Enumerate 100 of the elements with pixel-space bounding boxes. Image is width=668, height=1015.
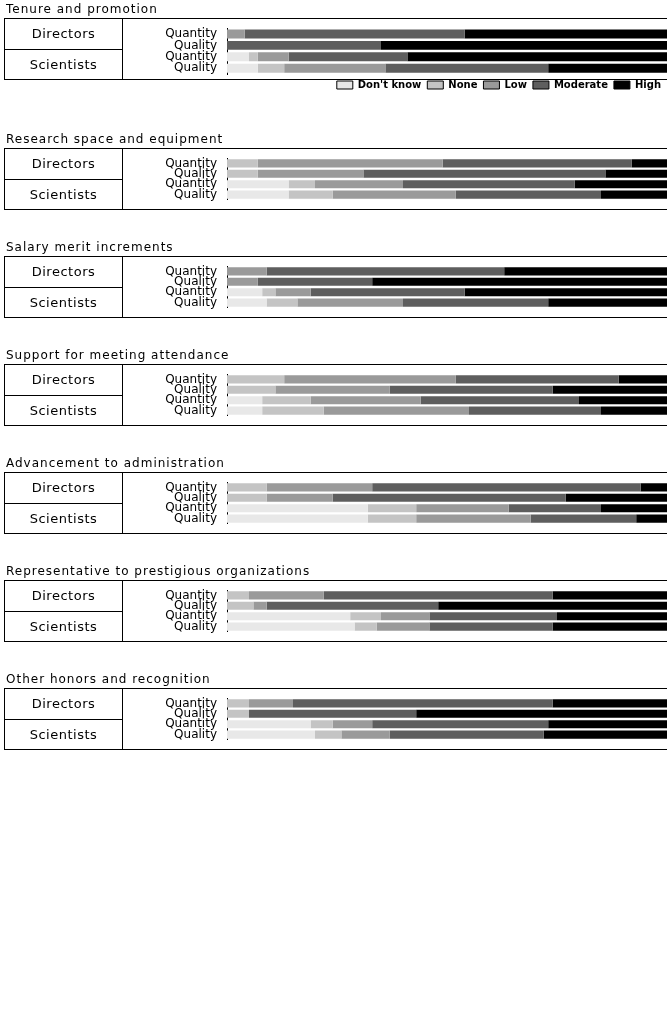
bar [227, 730, 315, 739]
bar [455, 190, 601, 199]
bar [262, 288, 276, 297]
bar [363, 169, 606, 178]
text: Directors [5, 473, 122, 504]
bar [284, 63, 386, 73]
bar [389, 730, 544, 739]
bar [416, 504, 509, 513]
bar [455, 375, 619, 384]
y-tick-label: Quality [174, 60, 217, 75]
bar [552, 622, 667, 631]
text: Scientists [28, 293, 99, 312]
bar [266, 493, 333, 502]
bar [552, 591, 667, 600]
bar [530, 514, 637, 523]
text: Salary merit increments [5, 239, 175, 256]
bar [293, 699, 553, 708]
bar [257, 63, 285, 73]
text: Support for meeting attendance [5, 347, 231, 364]
bar [249, 591, 324, 600]
bar [284, 375, 456, 384]
text: Scientists [28, 617, 99, 636]
y-tick-label: Quantity [165, 26, 217, 41]
text: Directors [5, 149, 122, 180]
bar [227, 612, 351, 621]
bar [227, 396, 263, 405]
bar [310, 396, 421, 405]
bar [227, 720, 311, 729]
bar [266, 601, 439, 610]
bar [332, 720, 373, 729]
text: Directors [5, 257, 122, 288]
bar [565, 493, 667, 502]
bar [297, 298, 403, 307]
bar [543, 730, 667, 739]
bar [227, 601, 254, 610]
bar [275, 288, 311, 297]
bar [288, 180, 315, 189]
text: Scientists [28, 185, 99, 204]
bar [227, 52, 249, 62]
bar [227, 40, 381, 50]
bar [266, 483, 373, 492]
bar [249, 52, 258, 62]
bar [442, 159, 632, 168]
bar [262, 396, 311, 405]
text: Directors [5, 19, 122, 50]
bar [372, 277, 667, 286]
bar [429, 612, 557, 621]
bar [548, 63, 667, 73]
bar [640, 483, 667, 492]
bar [416, 514, 531, 523]
bar [288, 190, 333, 199]
bar [227, 709, 249, 718]
bar [407, 52, 667, 62]
bar [227, 288, 263, 297]
bar [557, 612, 667, 621]
bar [332, 190, 456, 199]
bar [508, 504, 601, 513]
bar [227, 190, 289, 199]
bar [227, 63, 258, 73]
bar [350, 612, 381, 621]
legend-label: Low [504, 78, 527, 90]
bar [332, 493, 566, 502]
bar [438, 601, 667, 610]
bar [416, 709, 667, 718]
bar [429, 622, 553, 631]
bar [227, 514, 368, 523]
bar [310, 288, 465, 297]
text: Directors [5, 581, 122, 612]
text: Scientists [28, 509, 99, 528]
chart-title: Representative to prestigious organizations [5, 563, 312, 580]
bar [288, 52, 408, 62]
bar [464, 288, 667, 297]
bar [257, 159, 443, 168]
bar [266, 267, 505, 276]
text: Directors [5, 365, 122, 396]
bar [227, 169, 258, 178]
bar [574, 180, 667, 189]
bar [227, 277, 258, 286]
legend-label: High [634, 78, 661, 90]
bar [227, 504, 368, 513]
bar [227, 406, 263, 415]
bar [548, 720, 667, 729]
bar [367, 504, 417, 513]
bar [266, 298, 298, 307]
text: Directors [5, 689, 122, 720]
legend-label: Don't know [357, 78, 422, 90]
bar [601, 190, 667, 199]
bar [244, 29, 465, 39]
bar [605, 169, 667, 178]
bar [552, 385, 667, 394]
bar [315, 730, 342, 739]
bar [341, 730, 390, 739]
bar [469, 406, 601, 415]
bar [552, 699, 667, 708]
text: Scientists [28, 401, 99, 420]
bar [601, 504, 667, 513]
text: Research space and equipment [5, 131, 225, 148]
bar [389, 385, 553, 394]
bar [381, 40, 667, 50]
bar [372, 720, 549, 729]
